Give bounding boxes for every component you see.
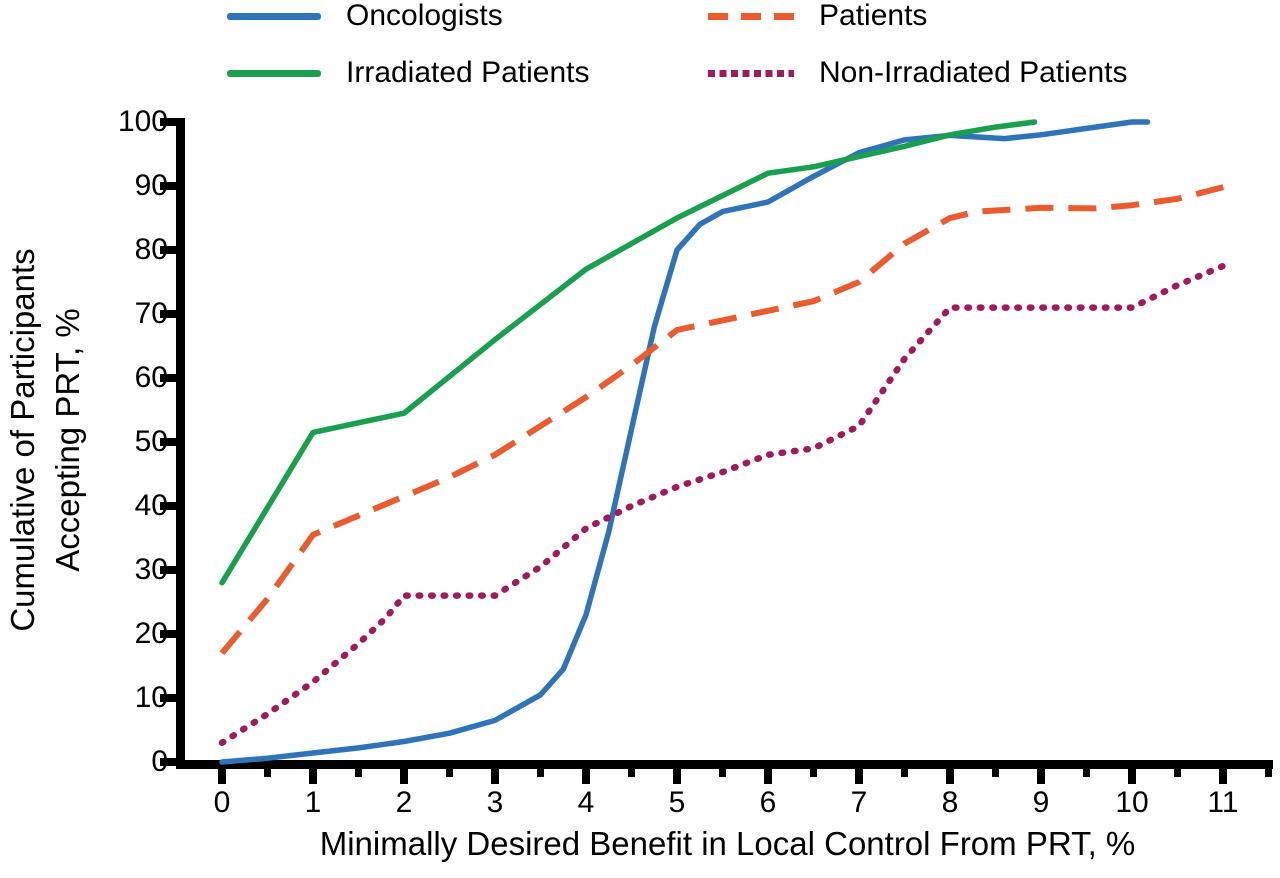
x-minor-tick (810, 760, 817, 777)
x-tick-label-9: 9 (1032, 786, 1050, 819)
series-line-patients (219, 183, 1229, 656)
x-tick-label-1: 1 (304, 786, 322, 819)
x-minor-tick (355, 760, 362, 777)
x-major-tick (764, 760, 772, 784)
y-major-tick (160, 182, 185, 190)
y-tick-label-20: 20 (134, 617, 168, 650)
x-major-tick (400, 760, 408, 784)
x-minor-tick (992, 760, 999, 777)
y-major-tick (160, 694, 185, 702)
oncologists-line-swatch (227, 12, 321, 20)
series-line-oncologists (219, 119, 1151, 765)
legend-item-patients: Patients (708, 0, 927, 34)
y-major-tick (160, 630, 185, 638)
x-minor-tick (446, 760, 453, 777)
x-axis-title: Minimally Desired Benefit in Local Contr… (319, 825, 1136, 862)
x-major-tick (1128, 760, 1136, 784)
legend-label-patients: Patients (819, 0, 928, 32)
non-irradiated-patients-line-swatch (708, 69, 794, 77)
legend-item-non-irradiated-patients: Non-Irradiated Patients (708, 55, 1128, 91)
x-major-tick (1037, 760, 1045, 784)
y-tick-label-100: 100 (117, 105, 168, 138)
y-tick-label-60: 60 (134, 361, 168, 394)
y-tick-label-50: 50 (134, 425, 168, 458)
y-tick-label-80: 80 (134, 233, 168, 266)
y-tick-label-10: 10 (134, 681, 168, 714)
x-minor-tick (901, 760, 908, 777)
x-minor-tick (1265, 760, 1272, 777)
y-major-tick (160, 246, 185, 254)
y-major-tick (160, 118, 185, 126)
series-line-irradiated_patients (219, 119, 1038, 586)
y-tick-label-30: 30 (134, 553, 168, 586)
y-major-tick (160, 310, 185, 318)
y-tick-label-40: 40 (134, 489, 168, 522)
x-major-tick (218, 760, 226, 784)
x-tick-label-11: 11 (1207, 786, 1239, 819)
y-major-tick (160, 502, 185, 510)
x-minor-tick (628, 760, 635, 777)
x-tick-label-4: 4 (577, 786, 595, 819)
x-major-tick (309, 760, 317, 784)
x-minor-tick (264, 760, 271, 777)
x-major-tick (673, 760, 681, 784)
x-major-tick (855, 760, 863, 784)
legend-item-irradiated-patients: Irradiated Patients (227, 55, 589, 91)
x-tick-label-7: 7 (850, 786, 868, 819)
x-tick-label-3: 3 (486, 786, 504, 819)
y-major-tick (160, 758, 185, 766)
legend-label-irradiated-patients: Irradiated Patients (346, 56, 590, 89)
x-major-tick (1219, 760, 1227, 784)
x-tick-label-0: 0 (213, 786, 231, 819)
y-major-tick (160, 438, 185, 446)
x-tick-label-10: 10 (1115, 786, 1149, 819)
y-tick-label-70: 70 (134, 297, 168, 330)
x-major-tick (491, 760, 499, 784)
legend-label-non-irradiated-patients: Non-Irradiated Patients (819, 56, 1128, 89)
x-major-tick (582, 760, 590, 784)
x-tick-label-2: 2 (395, 786, 413, 819)
y-major-tick (160, 566, 185, 574)
y-major-tick (160, 374, 185, 382)
x-tick-label-5: 5 (668, 786, 686, 819)
x-major-tick (946, 760, 954, 784)
y-tick-label-0: 0 (151, 745, 168, 778)
x-tick-label-6: 6 (759, 786, 777, 819)
legend-label-oncologists: Oncologists (346, 0, 503, 32)
patients-line-swatch (708, 12, 794, 20)
x-minor-tick (1174, 760, 1181, 777)
y-tick-label-90: 90 (134, 169, 168, 202)
x-minor-tick (1083, 760, 1090, 777)
series-line-non_irradiated_patients (218, 260, 1231, 747)
legend-item-oncologists: Oncologists (227, 0, 503, 34)
x-tick-label-8: 8 (941, 786, 959, 819)
x-minor-tick (719, 760, 726, 777)
y-axis-title-line1: Cumulative of Participants (4, 248, 41, 632)
irradiated-patients-line-swatch (227, 69, 321, 77)
x-minor-tick (537, 760, 544, 777)
